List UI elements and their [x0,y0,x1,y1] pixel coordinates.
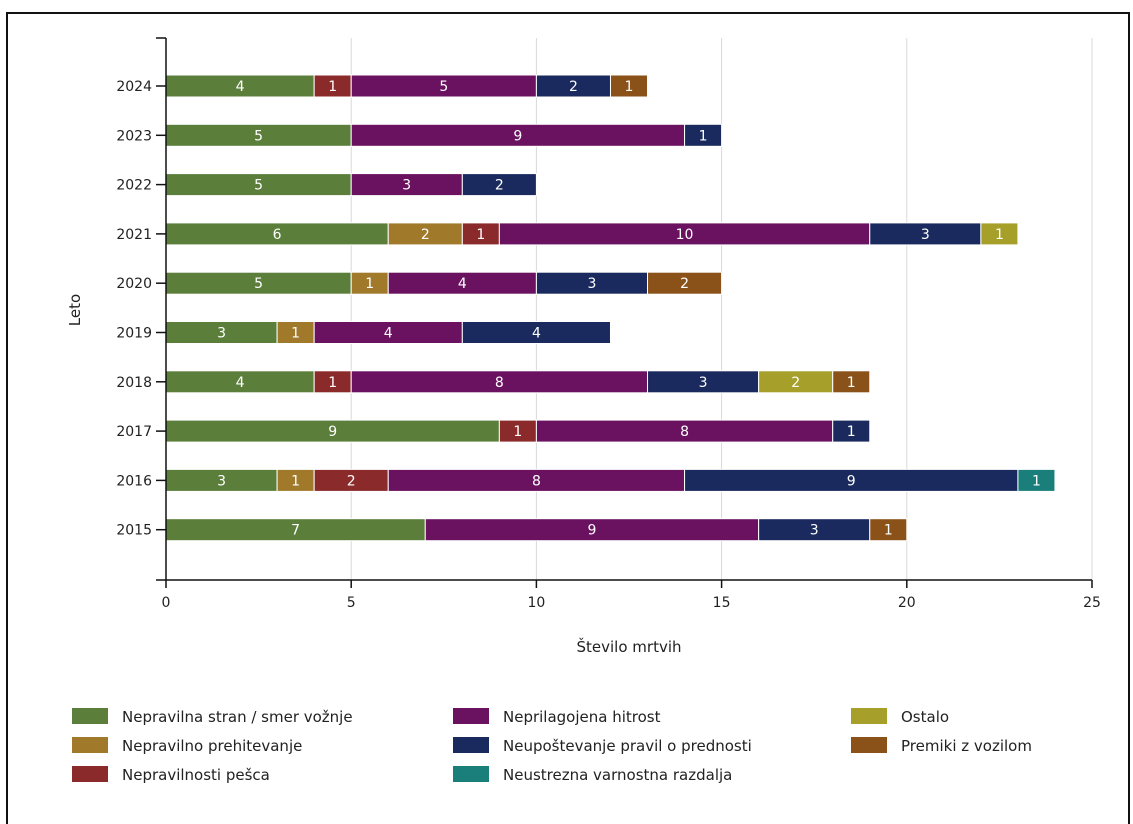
x-tick-label-10: 10 [527,595,545,611]
bar-label-2015-series-4: 3 [810,523,819,539]
bar-label-2017-series-0: 9 [328,424,337,440]
legend-label-4: Neupoštevanje pravil o prednosti [503,737,752,755]
bar-label-2019-series-1: 1 [291,326,300,342]
bar-label-2018-series-7: 1 [847,375,856,391]
bar-label-2020-series-4: 3 [587,276,596,292]
legend-swatch-5 [453,766,489,782]
x-tick-label-5: 5 [347,595,356,611]
bar-2022-series-4 [461,173,537,197]
bar-label-2024-series-3: 5 [439,79,448,95]
bar-label-2022-series-3: 3 [402,178,411,194]
bar-label-2022-series-0: 5 [254,178,263,194]
bars-layer: 4 1 5 2 1 5 9 1 5 3 2 6 2 1 10 3 1 5 1 4 3 2 3 1 4 4 4 1 8 3 2 1 9 1 8 1 3 1 2… [165,74,1056,542]
bar-label-2024-series-2: 1 [328,79,337,95]
legend-label-1: Nepravilno prehitevanje [122,737,302,755]
bar-label-2023-series-4: 1 [699,128,708,144]
bar-label-2020-series-0: 5 [254,276,263,292]
y-tick-label-2018: 2018 [116,375,152,391]
bar-label-2020-series-1: 1 [365,276,374,292]
bar-label-2019-series-0: 3 [217,326,226,342]
y-tick-label-2016: 2016 [116,473,152,489]
bar-label-2024-series-4: 2 [569,79,578,95]
legend: Nepravilna stran / smer vožnje Nepravilno… [72,708,1032,784]
y-tick-label-2021: 2021 [116,227,152,243]
bar-2020-series-7 [647,271,723,295]
bar-label-2023-series-0: 5 [254,128,263,144]
y-tick-label-2017: 2017 [116,424,152,440]
bar-label-2016-series-4: 9 [847,473,856,489]
bar-label-2016-series-2: 2 [347,473,356,489]
y-tick-label-2020: 2020 [116,276,152,292]
bar-label-2021-series-3: 10 [676,227,694,243]
x-tick-label-25: 25 [1083,595,1101,611]
bar-label-2022-series-4: 2 [495,178,504,194]
y-tick-label-2015: 2015 [116,523,152,539]
chart-frame [6,12,1130,824]
bar-label-2021-series-5: 1 [995,227,1004,243]
bar-label-2016-series-6: 1 [1032,473,1041,489]
grid-layer [350,38,1093,580]
bar-2021-series-5 [980,222,1019,246]
legend-label-5: Neustrezna varnostna razdalja [503,766,732,784]
bar-2024-series-7 [609,74,649,98]
y-tick-label-2024: 2024 [116,79,152,95]
bar-label-2024-series-0: 4 [236,79,245,95]
bar-label-2023-series-3: 9 [513,128,522,144]
bar-2017-series-4 [832,419,871,443]
bar-label-2017-series-3: 8 [680,424,689,440]
y-axis-title: Leto [66,294,84,326]
legend-label-2: Nepravilnosti pešca [122,766,270,784]
bar-label-2021-series-2: 1 [476,227,485,243]
bar-label-2019-series-4: 4 [532,326,541,342]
x-tick-label-15: 15 [713,595,731,611]
bar-label-2019-series-3: 4 [384,326,393,342]
legend-swatch-3 [453,708,489,724]
bar-label-2018-series-3: 8 [495,375,504,391]
x-axis-title: Število mrtvih [577,637,682,656]
legend-swatch-4 [453,737,489,753]
bar-label-2020-series-3: 4 [458,276,467,292]
bar-label-2015-series-0: 7 [291,523,300,539]
bar-label-2018-series-0: 4 [236,375,245,391]
bar-2019-series-4 [461,321,611,344]
bar-label-2021-series-1: 2 [421,227,430,243]
y-tick-label-2022: 2022 [116,178,152,194]
bar-2018-series-7 [832,370,871,394]
bar-label-2016-series-3: 8 [532,473,541,489]
legend-swatch-1 [72,737,108,753]
bar-2016-series-6 [1017,468,1056,492]
bar-label-2020-series-7: 2 [680,276,689,292]
legend-label-0: Nepravilna stran / smer vožnje [122,708,353,726]
bar-label-2015-series-3: 9 [587,523,596,539]
bar-label-2018-series-4: 3 [699,375,708,391]
bar-label-2017-series-2: 1 [513,424,522,440]
x-tick-label-0: 0 [162,595,171,611]
bar-label-2024-series-7: 1 [625,79,634,95]
bar-label-2016-series-1: 1 [291,473,300,489]
y-tick-label-2019: 2019 [116,326,152,342]
bar-label-2018-series-2: 1 [328,375,337,391]
axis-layer: 0 5 10 15 20 25202420232022202120202019201820… [116,37,1101,611]
legend-swatch-0 [72,708,108,724]
bar-label-2017-series-4: 1 [847,424,856,440]
legend-swatch-6 [851,708,887,724]
y-tick-label-2023: 2023 [116,128,152,144]
legend-swatch-7 [851,737,887,753]
legend-swatch-2 [72,766,108,782]
bar-2015-series-7 [869,518,908,542]
bar-label-2016-series-0: 3 [217,473,226,489]
legend-label-3: Neprilagojena hitrost [503,708,661,726]
x-tick-label-20: 20 [898,595,916,611]
bar-label-2015-series-7: 1 [884,523,893,539]
bar-label-2018-series-5: 2 [791,375,800,391]
legend-label-7: Premiki z vozilom [901,737,1032,755]
legend-label-6: Ostalo [901,708,949,726]
bar-label-2021-series-0: 6 [273,227,282,243]
bar-2023-series-4 [684,123,723,147]
bar-label-2021-series-4: 3 [921,227,930,243]
